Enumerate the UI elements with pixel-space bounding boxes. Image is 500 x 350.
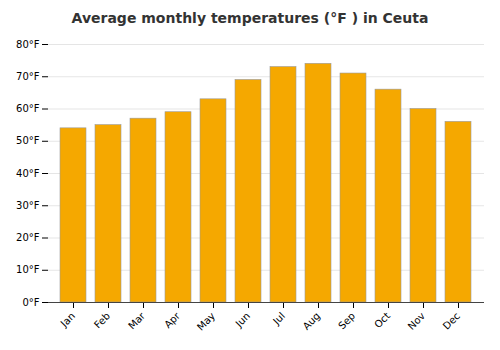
svg-text:10°F: 10°F — [16, 264, 40, 275]
svg-text:Apr: Apr — [162, 310, 183, 331]
svg-text:60°F: 60°F — [16, 103, 40, 114]
svg-text:Sep: Sep — [336, 310, 357, 331]
html-text:Average monthly temperatures (: Average monthly temperatures (°F ) in Ce… — [71, 10, 429, 26]
svg-text:Dec: Dec — [441, 310, 462, 331]
svg-text:May: May — [195, 310, 217, 332]
svg-text:0°F: 0°F — [22, 297, 39, 308]
svg-text:Jan: Jan — [58, 310, 77, 329]
svg-text:Aug: Aug — [301, 310, 323, 332]
svg-text:40°F: 40°F — [16, 168, 40, 179]
svg-text:70°F: 70°F — [16, 71, 40, 82]
svg-text:50°F: 50°F — [16, 135, 40, 146]
svg-text:30°F: 30°F — [16, 200, 40, 211]
svg-text:Jul: Jul — [270, 310, 287, 327]
svg-text:20°F: 20°F — [16, 232, 40, 243]
svg-text:Feb: Feb — [92, 310, 112, 330]
svg-text:Nov: Nov — [406, 310, 428, 332]
svg-text:80°F: 80°F — [16, 39, 40, 50]
svg-text:Oct: Oct — [372, 310, 392, 330]
svg-text:Jun: Jun — [233, 310, 253, 330]
svg-text:Mar: Mar — [126, 310, 148, 332]
